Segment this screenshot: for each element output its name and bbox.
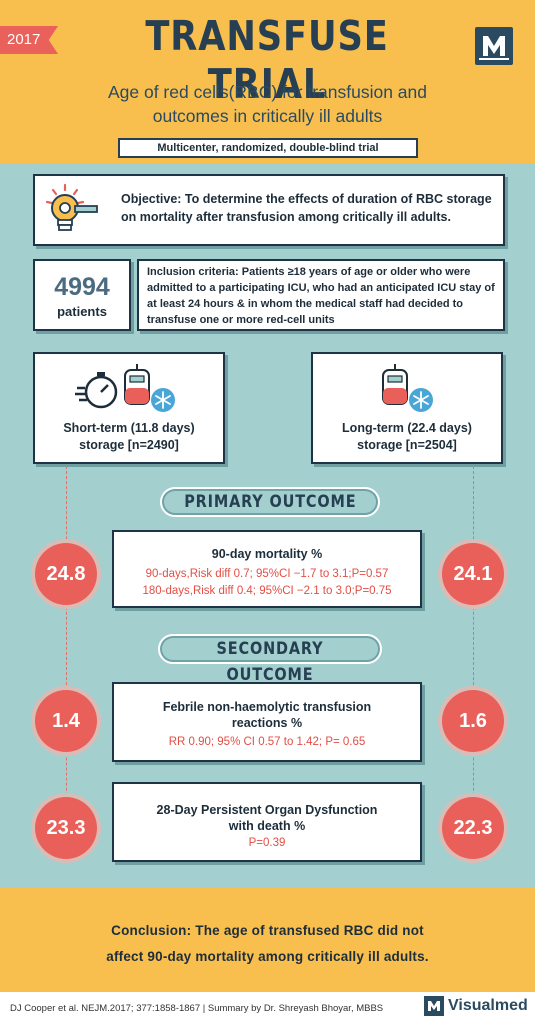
citation: DJ Cooper et al. NEJM.2017; 377:1858-186… bbox=[10, 1003, 384, 1014]
page-title: TRANSFUSE TRIAL bbox=[145, 12, 389, 108]
blood-bag-icon bbox=[382, 364, 408, 405]
organ-dysfunction-box: 28-Day Persistent Organ Dysfunction with… bbox=[112, 782, 422, 862]
patient-count-label: patients bbox=[57, 304, 107, 319]
fnht-title-1: Febrile non-haemolytic transfusion bbox=[162, 700, 372, 714]
long-term-arm-label: Long-term (22.4 days) storage [n=2504] bbox=[313, 420, 501, 454]
long-term-arm-box: Long-term (22.4 days) storage [n=2504] bbox=[311, 352, 503, 464]
secondary-outcome-banner: SECONDARY OUTCOME bbox=[158, 634, 382, 685]
long-term-duration: Long-term (22.4 days) bbox=[342, 421, 472, 435]
mortality-90-stats: 90-days,Risk diff 0.7; 95%CI −1.7 to 3.1… bbox=[145, 568, 389, 580]
m-logo-icon bbox=[475, 27, 513, 65]
m-logo-icon bbox=[424, 996, 444, 1016]
snowflake-icon bbox=[151, 388, 175, 412]
short-term-n: storage [n=2490] bbox=[79, 438, 179, 452]
organ-dysfunction-long-value: 22.3 bbox=[442, 797, 504, 859]
subtitle-line-2: outcomes in critically ill adults bbox=[152, 106, 383, 126]
short-term-arm-label: Short-term (11.8 days) storage [n=2490] bbox=[35, 420, 223, 454]
mortality-short-value: 24.8 bbox=[35, 543, 97, 605]
patient-count: 4994 bbox=[54, 273, 110, 301]
snowflake-icon bbox=[409, 388, 433, 412]
mortality-box: 90-day mortality % 90-days,Risk diff 0.7… bbox=[112, 530, 422, 608]
objective-text: Objective: To determine the effects of d… bbox=[121, 192, 492, 224]
organ-dysfunction-short-value: 23.3 bbox=[35, 797, 97, 859]
short-term-arm-box: Short-term (11.8 days) storage [n=2490] bbox=[33, 352, 225, 464]
organ-dysfunction-stats: P=0.39 bbox=[248, 837, 286, 849]
header-band bbox=[0, 0, 535, 163]
conclusion-line-1: Conclusion: The age of transfused RBC di… bbox=[111, 923, 424, 938]
left-connector bbox=[66, 466, 67, 856]
fnht-short-value: 1.4 bbox=[35, 690, 97, 752]
objective-box: Objective: To determine the effects of d… bbox=[33, 174, 505, 246]
mortality-title: 90-day mortality % bbox=[211, 547, 323, 561]
short-term-duration: Short-term (11.8 days) bbox=[63, 421, 195, 435]
conclusion-line-2: affect 90-day mortality among critically… bbox=[106, 949, 429, 964]
subtitle: Age of red cells(RBC) for transfusion an… bbox=[60, 80, 475, 128]
primary-outcome-banner: PRIMARY OUTCOME bbox=[160, 487, 380, 517]
fnht-long-value: 1.6 bbox=[442, 690, 504, 752]
stopwatch-icon bbox=[75, 372, 118, 409]
long-term-n: storage [n=2504] bbox=[357, 438, 457, 452]
organ-dysfunction-title-2: with death % bbox=[228, 819, 306, 833]
patient-count-box: 4994 patients bbox=[33, 259, 131, 331]
year-tag: 2017 bbox=[0, 26, 58, 54]
conclusion-band bbox=[0, 888, 535, 992]
brand-name: Visualmed bbox=[448, 997, 528, 1014]
fnht-title-2: reactions % bbox=[231, 716, 303, 730]
organ-dysfunction-title-1: 28-Day Persistent Organ Dysfunction bbox=[156, 803, 378, 817]
lightbulb-gear-icon bbox=[43, 182, 103, 238]
mortality-long-value: 24.1 bbox=[442, 543, 504, 605]
conclusion-text: Conclusion: The age of transfused RBC di… bbox=[50, 918, 485, 970]
blood-bag-icon bbox=[124, 364, 150, 405]
secondary-outcome-title: SECONDARY OUTCOME bbox=[216, 639, 324, 685]
right-connector bbox=[473, 466, 474, 856]
inclusion-box: Inclusion criteria: Patients ≥18 years o… bbox=[137, 259, 505, 331]
trial-design-label: Multicenter, randomized, double-blind tr… bbox=[118, 138, 418, 158]
footer bbox=[0, 992, 535, 1024]
fnht-box: Febrile non-haemolytic transfusion react… bbox=[112, 682, 422, 762]
primary-outcome-title: PRIMARY OUTCOME bbox=[183, 492, 357, 512]
inclusion-text: Inclusion criteria: Patients ≥18 years o… bbox=[147, 266, 495, 326]
mortality-180-stats: 180-days,Risk diff 0.4; 95%CI −2.1 to 3.… bbox=[142, 585, 392, 597]
subtitle-line-1: Age of red cells(RBC) for transfusion an… bbox=[107, 82, 428, 102]
fnht-stats: RR 0.90; 95% CI 0.57 to 1.42; P= 0.65 bbox=[168, 736, 366, 748]
